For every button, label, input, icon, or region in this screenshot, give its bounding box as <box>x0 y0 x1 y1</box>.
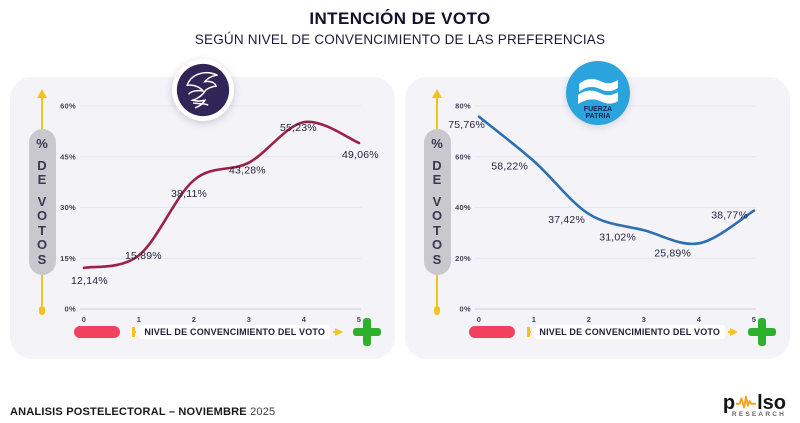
x-axis-legend: NIVEL DE CONVENCIMIENTO DEL VOTO <box>461 318 776 346</box>
y-tick-label: 15% <box>60 254 76 263</box>
y-tick-label: 40% <box>455 203 471 212</box>
pulso-research-logo: p lso RESEARCH <box>722 392 786 418</box>
x-axis-legend: NIVEL DE CONVENCIMIENTO DEL VOTO <box>66 318 381 346</box>
x-tick-label: 3 <box>247 315 251 324</box>
minus-icon <box>469 326 515 338</box>
x-axis-label: NIVEL DE CONVENCIMIENTO DEL VOTO <box>534 325 726 339</box>
y-tick-label: 80% <box>455 102 471 111</box>
x-axis-label: NIVEL DE CONVENCIMIENTO DEL VOTO <box>139 325 331 339</box>
x-tick-label: 5 <box>752 315 756 324</box>
arrow-end-cap <box>434 306 440 315</box>
data-point-label: 75,76% <box>448 119 485 131</box>
x-tick-label: 2 <box>192 315 196 324</box>
arrow-up-icon <box>432 89 442 98</box>
x-tick-label: 4 <box>697 315 702 324</box>
rail-line <box>40 98 44 129</box>
x-tick-label: 3 <box>642 315 646 324</box>
data-point-label: 38,11% <box>171 188 207 200</box>
footer-caption: ANALISIS POSTELECTORAL – NOVIEMBRE 2025 <box>10 406 275 418</box>
x-tick-label: 2 <box>587 315 591 324</box>
y-tick-label: 20% <box>455 254 471 263</box>
y-axis-label: % D E V O T O S <box>28 129 56 275</box>
x-tick-label: 1 <box>137 315 141 324</box>
y-tick-label: 0% <box>65 305 76 314</box>
x-axis-arrow: NIVEL DE CONVENCIMIENTO DEL VOTO <box>527 325 739 339</box>
arrow-right-icon <box>335 328 344 336</box>
caption-text: ANALISIS POSTELECTORAL – NOVIEMBRE <box>10 406 247 418</box>
data-point-label: 49,06% <box>342 149 379 161</box>
rail-line <box>435 98 439 129</box>
data-point-label: 12,14% <box>71 275 108 287</box>
fuerza-label: FUERZA <box>583 106 611 113</box>
x-tick-label: 5 <box>357 315 361 324</box>
arrow-end-cap <box>39 306 45 315</box>
line-chart-left: 0% 15% 30% 45% 60% 0 1 2 3 4 5 12,14% 15,89% 38,11% 43… <box>60 102 379 325</box>
arrow-start-cap <box>132 327 135 337</box>
chart-card-left: % D E V O T O S 0% 15% 30% 45% 60% 0 1 2 3 4 5 12,14% 15,89… <box>10 59 395 359</box>
y-axis-label: % D E V O T O S <box>423 129 451 275</box>
data-point-label: 38,77% <box>711 210 748 222</box>
footer: ANALISIS POSTELECTORAL – NOVIEMBRE 2025 … <box>10 392 786 418</box>
y-tick-label: 60% <box>455 152 471 161</box>
rail-line <box>435 275 439 306</box>
x-tick-label: 0 <box>82 315 86 324</box>
brand-sub-label: RESEARCH <box>731 411 786 418</box>
header: INTENCIÓN DE VOTO SEGÚN NIVEL DE CONVENC… <box>0 0 800 47</box>
data-point-label: 58,22% <box>491 160 528 172</box>
arrow-right-icon <box>730 328 739 336</box>
page-title: INTENCIÓN DE VOTO <box>309 9 491 28</box>
brand-lso: lso <box>757 392 786 414</box>
charts-row: % D E V O T O S 0% 15% 30% 45% 60% 0 1 2 3 4 5 12,14% 15,89… <box>0 59 800 359</box>
data-point-label: 43,28% <box>229 165 266 177</box>
data-point-label: 15,89% <box>125 250 162 262</box>
rail-line <box>40 275 44 306</box>
minus-icon <box>74 326 120 338</box>
x-tick-label: 0 <box>477 315 481 324</box>
y-tick-label: 0% <box>460 305 471 314</box>
arrow-up-icon <box>37 89 47 98</box>
plus-icon <box>748 318 776 346</box>
trend-line <box>82 120 361 270</box>
fuerza-patria-logo-icon: FUERZA PATRIA <box>565 61 630 125</box>
y-tick-label: 30% <box>60 203 76 212</box>
y-tick-label: 45% <box>60 152 76 161</box>
caption-year: 2025 <box>250 406 276 418</box>
data-point-label: 37,42% <box>548 214 585 226</box>
y-axis-rail: % D E V O T O S <box>22 89 62 315</box>
data-point-label: 55,23% <box>280 122 317 134</box>
eagle-party-logo-icon <box>171 59 234 121</box>
line-chart-right: 0% 20% 40% 60% 80% 0 1 2 3 4 5 75,76% 58,22% 37,42% 31… <box>448 102 756 324</box>
y-axis-rail: % D E V O T O S <box>417 89 457 315</box>
x-tick-label: 1 <box>532 315 536 324</box>
data-point-label: 31,02% <box>599 231 636 243</box>
data-point-label: 25,89% <box>654 247 691 259</box>
brand-p: p <box>722 392 736 414</box>
x-tick-label: 4 <box>302 315 307 324</box>
chart-card-right: FUERZA PATRIA % D E V O T O S 0% 20% 40% 60% 80% 0 1 2… <box>405 61 790 359</box>
y-tick-label: 60% <box>60 102 76 111</box>
pulse-wave-icon <box>736 395 757 409</box>
x-axis-arrow: NIVEL DE CONVENCIMIENTO DEL VOTO <box>132 325 344 339</box>
patria-label: PATRIA <box>585 113 610 120</box>
plus-icon <box>353 318 381 346</box>
page-subtitle: SEGÚN NIVEL DE CONVENCIMIENTO DE LAS PRE… <box>194 32 606 47</box>
trend-line <box>477 115 756 246</box>
arrow-start-cap <box>527 327 530 337</box>
